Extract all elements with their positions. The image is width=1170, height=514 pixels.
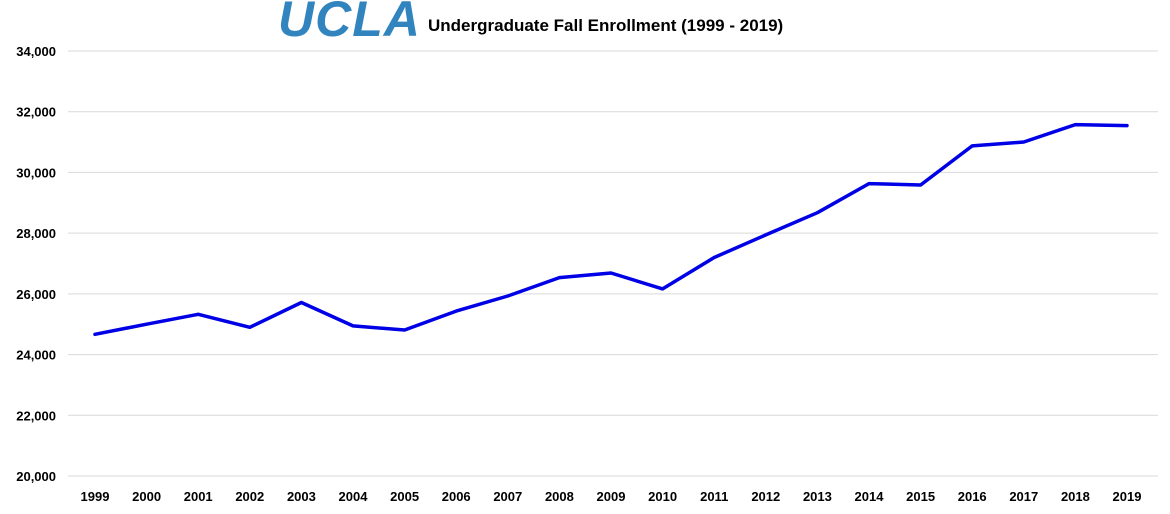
data-point <box>454 309 458 313</box>
data-point <box>196 312 200 316</box>
x-tick-label: 2002 <box>235 489 264 504</box>
chart-title: Undergraduate Fall Enrollment (1999 - 20… <box>428 16 784 35</box>
x-tick-label: 2014 <box>855 489 885 504</box>
x-tick-label: 2005 <box>390 489 419 504</box>
data-point <box>93 332 97 336</box>
x-tick-label: 2012 <box>751 489 780 504</box>
data-point <box>919 183 923 187</box>
x-tick-label: 2008 <box>545 489 574 504</box>
data-point <box>970 144 974 148</box>
data-point <box>764 233 768 237</box>
x-tick-label: 2001 <box>184 489 213 504</box>
x-tick-label: 2018 <box>1061 489 1090 504</box>
x-tick-label: 2007 <box>493 489 522 504</box>
series-group <box>93 122 1129 337</box>
y-axis-ticks: 20,000 22,000 24,000 26,000 28,000 30,000 32,0… <box>16 44 56 484</box>
x-tick-label: 2015 <box>906 489 935 504</box>
y-tick-label: 30,000 <box>16 165 56 180</box>
data-point <box>299 301 303 305</box>
x-tick-label: 2013 <box>803 489 832 504</box>
x-tick-label: 2006 <box>442 489 471 504</box>
x-tick-label: 2009 <box>597 489 626 504</box>
x-tick-label: 2003 <box>287 489 316 504</box>
data-point <box>145 322 149 326</box>
y-tick-label: 22,000 <box>16 408 56 423</box>
x-tick-label: 2019 <box>1113 489 1142 504</box>
x-tick-label: 2011 <box>700 489 728 504</box>
x-tick-label: 1999 <box>81 489 110 504</box>
y-tick-label: 20,000 <box>16 469 56 484</box>
x-tick-label: 2016 <box>958 489 987 504</box>
data-point <box>867 182 871 186</box>
gridlines <box>68 50 1158 477</box>
y-tick-label: 28,000 <box>16 226 56 241</box>
data-point <box>557 276 561 280</box>
data-point <box>815 211 819 215</box>
x-tick-label: 2010 <box>648 489 677 504</box>
data-point <box>403 328 407 332</box>
series-line <box>93 122 1129 337</box>
x-axis-ticks: 1999 2000 2001 2002 2003 2004 2005 2006 2007 2008… <box>81 489 1142 504</box>
data-point <box>712 255 716 259</box>
data-point <box>661 287 665 291</box>
data-point <box>506 294 510 298</box>
y-tick-label: 26,000 <box>16 287 56 302</box>
data-point <box>248 325 252 329</box>
data-point <box>351 324 355 328</box>
y-tick-label: 32,000 <box>16 105 56 120</box>
data-point <box>1073 123 1077 127</box>
x-tick-label: 2000 <box>132 489 161 504</box>
x-tick-label: 2017 <box>1009 489 1038 504</box>
data-point <box>1022 140 1026 144</box>
data-point <box>609 271 613 275</box>
y-tick-label: 34,000 <box>16 44 56 59</box>
ucla-logo: UCLA <box>278 0 421 47</box>
x-tick-label: 2004 <box>339 489 369 504</box>
y-tick-label: 24,000 <box>16 348 56 363</box>
data-point <box>1125 124 1129 128</box>
